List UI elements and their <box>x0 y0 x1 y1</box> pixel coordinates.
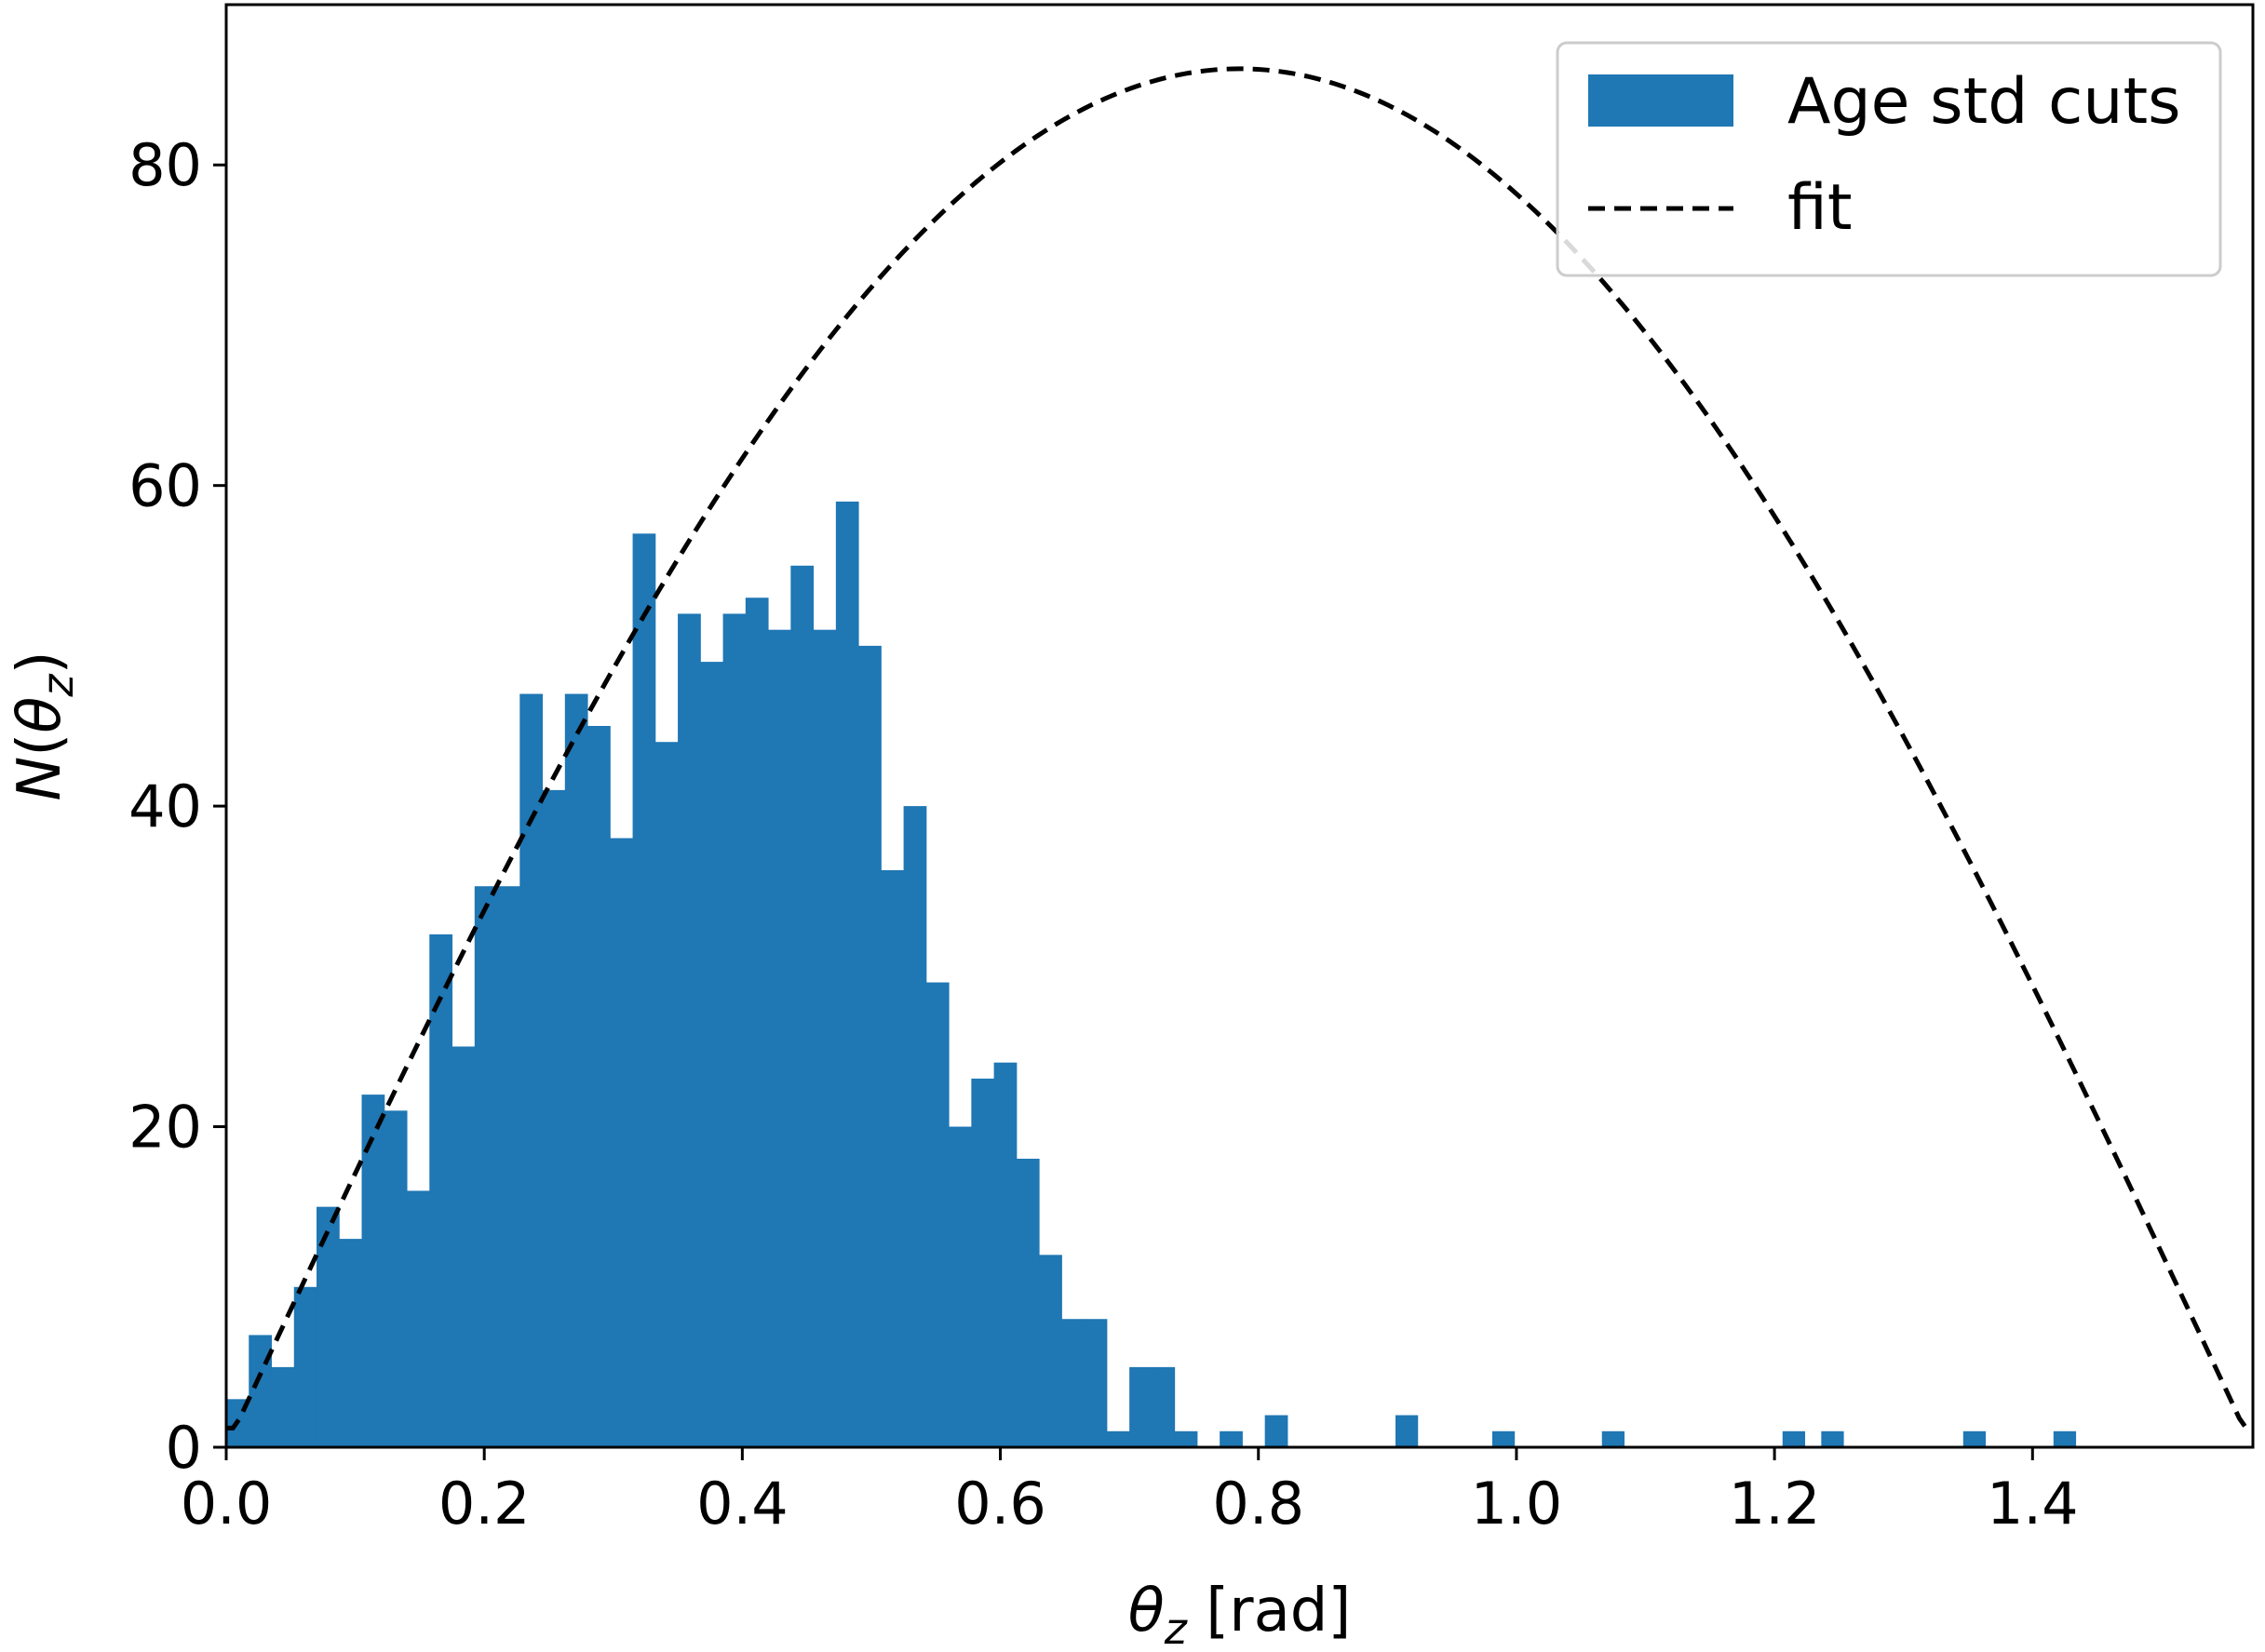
histogram-bar <box>1061 1319 1085 1447</box>
histogram-bar <box>2053 1430 2077 1447</box>
histogram-bar <box>1016 1159 1040 1447</box>
x-axis-label: θz [rad] <box>1128 1577 1352 1652</box>
histogram-bar <box>1084 1319 1108 1447</box>
y-tick-label: 0 <box>166 1414 202 1482</box>
histogram-bar <box>971 1078 995 1447</box>
legend: Age std cuts fit <box>1556 41 2222 277</box>
histogram-bar <box>813 629 837 1447</box>
histogram-bar <box>949 1126 972 1447</box>
x-tick-label: 1.2 <box>1729 1470 1821 1538</box>
histogram-bar <box>317 1206 340 1447</box>
histogram-bar <box>519 693 544 1447</box>
histogram-bar <box>1264 1415 1288 1447</box>
histogram-bar <box>610 838 634 1447</box>
histogram-bar <box>361 1095 385 1447</box>
histogram-bar <box>1220 1430 1243 1447</box>
histogram-bar <box>722 613 747 1447</box>
y-axis-ticks: 0 20 40 60 80 <box>128 131 226 1482</box>
fit-curve <box>226 66 2253 1430</box>
histogram-bar <box>632 533 656 1447</box>
histogram-bar <box>271 1366 295 1447</box>
legend-label-fit: fit <box>1787 171 1853 245</box>
y-tick-label: 80 <box>128 131 202 199</box>
histogram-bar <box>1039 1255 1062 1447</box>
x-tick-label: 1.0 <box>1471 1470 1563 1538</box>
y-tick-label: 20 <box>128 1094 202 1162</box>
x-tick-label: 0.2 <box>438 1470 531 1538</box>
histogram-bar <box>993 1062 1018 1447</box>
histogram-bar <box>881 870 905 1447</box>
legend-label-age-std-cuts: Age std cuts <box>1787 65 2181 139</box>
histogram-bar <box>474 886 498 1447</box>
histogram-bar <box>1821 1430 1844 1447</box>
histogram-bar <box>1395 1415 1419 1447</box>
legend-swatch-age-std-cuts <box>1588 74 1733 127</box>
histogram-bar <box>587 726 611 1447</box>
histogram-bar <box>768 629 791 1447</box>
histogram-bar <box>903 806 927 1447</box>
histogram-bar <box>858 645 882 1447</box>
y-tick-label: 60 <box>128 452 202 520</box>
histogram-bar <box>1601 1430 1625 1447</box>
x-tick-label: 0.8 <box>1212 1470 1304 1538</box>
histogram-bar <box>925 982 950 1447</box>
histogram-bars <box>226 501 2077 1447</box>
x-axis-ticks: 0.0 0.2 0.4 0.6 0.8 1.0 1.2 1.4 <box>181 1447 2079 1538</box>
histogram-bar <box>745 598 769 1447</box>
histogram-bar <box>497 886 520 1447</box>
histogram-bar <box>678 613 701 1447</box>
histogram-bar <box>1174 1430 1198 1447</box>
histogram-bar <box>1491 1430 1516 1447</box>
histogram-bar <box>835 501 859 1447</box>
histogram-bar <box>1129 1366 1153 1447</box>
histogram-bar <box>384 1110 408 1447</box>
histogram-bar <box>790 565 815 1447</box>
histogram-bar <box>1106 1430 1130 1447</box>
histogram-bar <box>1962 1430 1987 1447</box>
histogram-bar <box>1152 1366 1176 1447</box>
histogram-bar <box>564 693 588 1447</box>
histogram-bar <box>293 1286 317 1447</box>
x-tick-label: 1.4 <box>1987 1470 2079 1538</box>
x-tick-label: 0.6 <box>954 1470 1046 1538</box>
histogram-bar <box>339 1239 363 1447</box>
histogram-bar <box>542 789 566 1447</box>
histogram-bar <box>700 662 724 1447</box>
histogram-bar <box>1782 1430 1806 1447</box>
histogram-bar <box>654 742 679 1447</box>
y-axis-label: N(θz) <box>6 651 83 800</box>
plot-frame <box>224 3 2255 1449</box>
histogram-bar <box>452 1046 476 1447</box>
x-tick-label: 0.4 <box>696 1470 789 1538</box>
x-tick-label: 0.0 <box>181 1470 273 1538</box>
histogram-bar <box>407 1190 430 1447</box>
histogram-bar <box>429 933 453 1447</box>
y-tick-label: 40 <box>128 772 202 840</box>
